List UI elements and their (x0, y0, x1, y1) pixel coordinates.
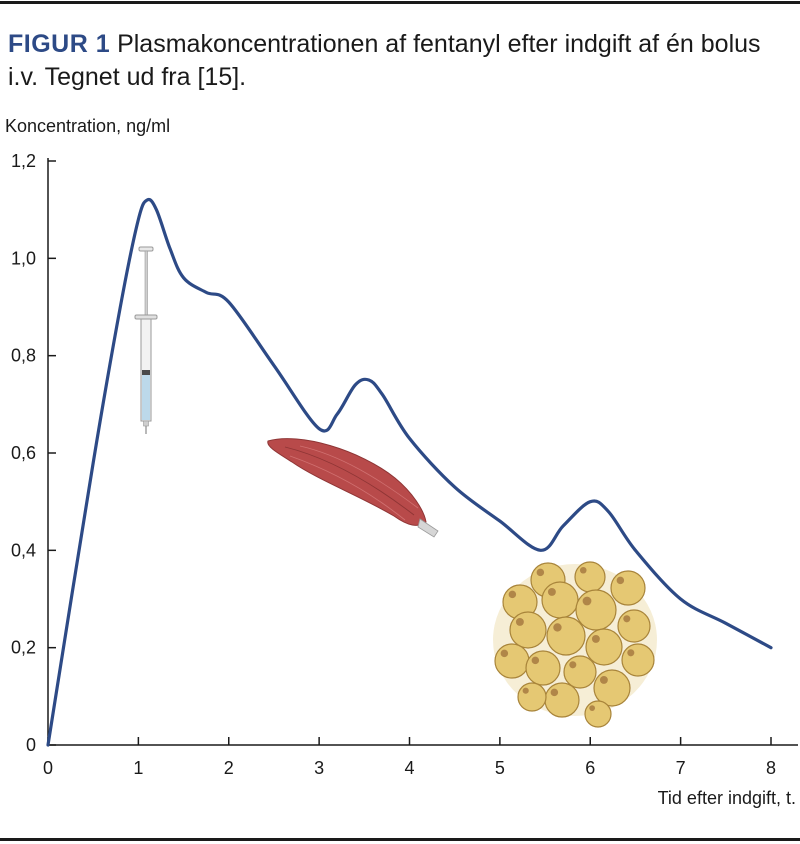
x-tick-label: 1 (133, 758, 143, 778)
muscle-icon (267, 438, 439, 538)
x-tick-label: 5 (495, 758, 505, 778)
top-rule (0, 1, 800, 4)
y-tick-label: 0,4 (11, 540, 36, 560)
series-line (46, 197, 773, 747)
fat-cell (610, 570, 646, 606)
fat-cell (544, 682, 580, 718)
y-tick-label: 1,2 (11, 151, 36, 171)
x-tick-label: 6 (585, 758, 595, 778)
x-tick-label: 7 (676, 758, 686, 778)
y-ticks: 0 0,2 0,4 0,6 0,8 1,0 1,2 (11, 151, 56, 755)
figure-caption-text: Plasmakoncentrationen af fentanyl efter … (8, 30, 761, 91)
fat-cell (621, 643, 655, 677)
fat-cell (585, 628, 623, 666)
y-tick-label: 1,0 (11, 248, 36, 268)
y-tick-label: 0,2 (11, 638, 36, 658)
x-tick-label: 0 (43, 758, 53, 778)
fat-cell (525, 650, 561, 686)
fat-cells-icon (493, 561, 657, 728)
x-tick-label: 4 (404, 758, 414, 778)
fat-cell (575, 589, 617, 631)
syringe-icon (134, 246, 158, 434)
fat-cell (546, 616, 586, 656)
fat-cell (563, 655, 597, 689)
figure-label: FIGUR 1 (8, 30, 111, 58)
y-tick-label: 0,6 (11, 443, 36, 463)
x-ticks: 0 1 2 3 4 5 6 7 8 (43, 737, 776, 778)
fat-cell (574, 561, 606, 593)
x-tick-label: 8 (766, 758, 776, 778)
y-axis-label: Koncentration, ng/ml (5, 116, 170, 136)
fat-cell (584, 700, 612, 728)
y-tick-label: 0,8 (11, 346, 36, 366)
bottom-rule (0, 838, 800, 841)
fat-cell (617, 609, 651, 643)
y-tick-label: 0 (26, 735, 36, 755)
figure-caption: FIGUR 1 Plasmakoncentrationen af fentany… (8, 28, 788, 94)
fat-cell (494, 643, 530, 679)
x-axis-label: Tid efter indgift, t. (658, 788, 796, 808)
fat-cell (541, 581, 579, 619)
x-tick-label: 2 (224, 758, 234, 778)
fat-cell (517, 682, 547, 712)
x-tick-label: 3 (314, 758, 324, 778)
fat-cell (509, 611, 547, 649)
